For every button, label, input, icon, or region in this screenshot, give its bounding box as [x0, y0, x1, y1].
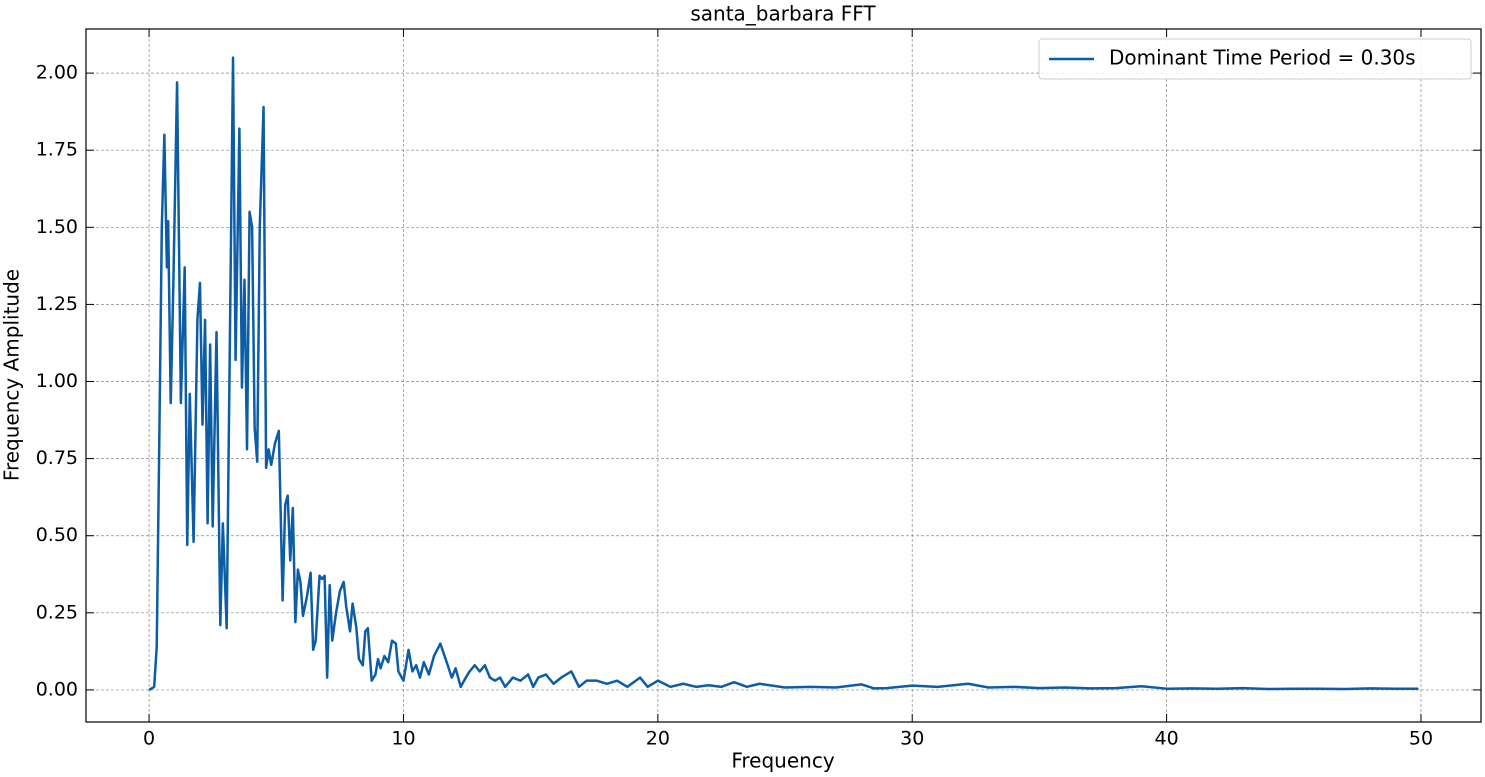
- y-tick-label: 1.50: [36, 216, 78, 238]
- x-tick-label: 10: [391, 728, 415, 750]
- legend-box: [1038, 38, 1472, 80]
- x-tick-label: 30: [900, 728, 924, 750]
- y-axis-label: Frequency Amplitude: [0, 269, 24, 481]
- line-series: [148, 56, 1419, 691]
- y-tick-label: 0.75: [36, 447, 78, 469]
- y-tick-label: 2.00: [36, 62, 78, 84]
- y-tick-label: 1.25: [36, 293, 78, 315]
- x-tick-label: 50: [1409, 728, 1433, 750]
- legend-label: Dominant Time Period = 0.30s: [1109, 46, 1416, 70]
- x-tick-label: 40: [1154, 728, 1178, 750]
- x-tick-label: 0: [143, 728, 155, 750]
- x-tick-label: 20: [646, 728, 670, 750]
- y-tick-label: 1.75: [36, 139, 78, 161]
- x-axis-label: Frequency: [731, 749, 834, 773]
- plot-frame: [85, 28, 1482, 723]
- y-tick-label: 0.00: [36, 678, 78, 700]
- y-tick-label: 1.00: [36, 370, 78, 392]
- y-tick-label: 0.50: [36, 524, 78, 546]
- chart-title: santa_barbara FFT: [690, 2, 876, 26]
- y-tick-label: 0.25: [36, 601, 78, 623]
